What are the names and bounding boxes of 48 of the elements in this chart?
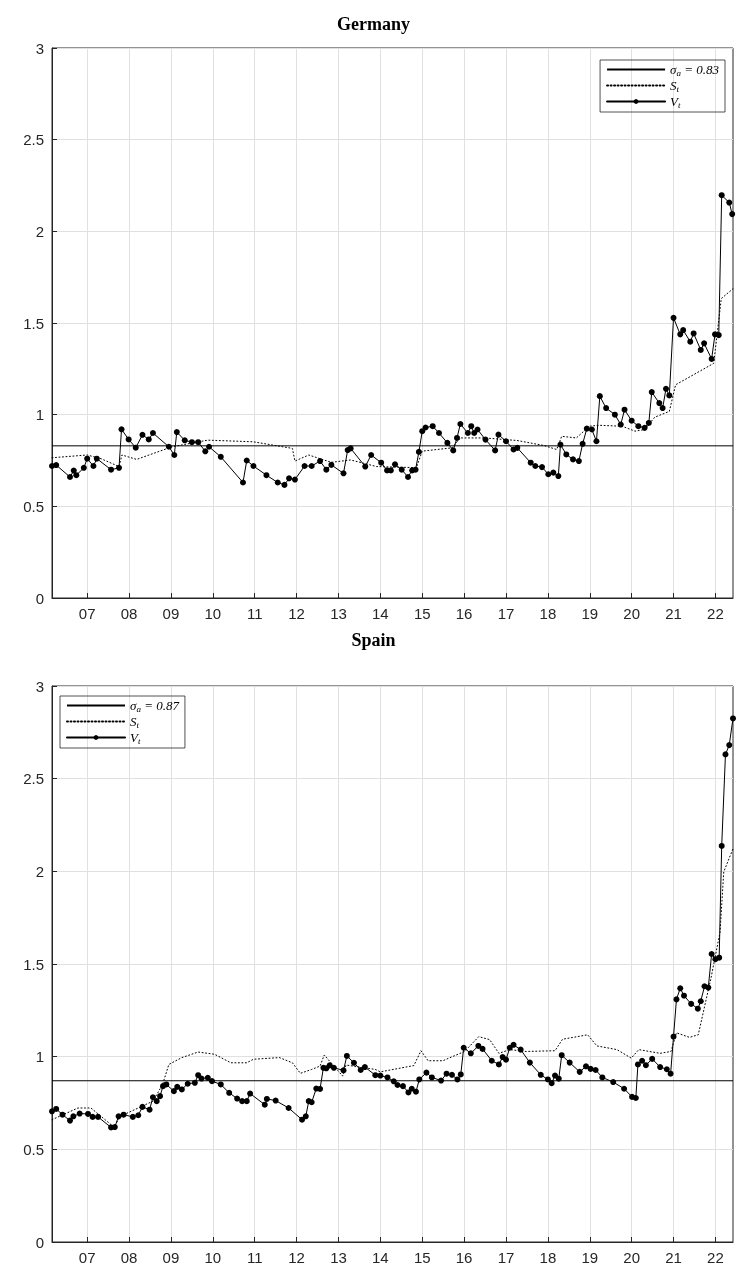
x-tick-label: 22 [707, 605, 724, 622]
x-tick-label: 09 [162, 1249, 180, 1266]
x-tick-label: 15 [413, 1249, 431, 1266]
x-tick-label: 16 [455, 605, 473, 622]
x-tick-label: 22 [707, 1249, 724, 1266]
x-tick-label: 10 [204, 605, 222, 622]
y-tick-label: 3 [35, 39, 44, 57]
x-tick-label: 12 [288, 1249, 305, 1266]
x-tick-label: 13 [330, 605, 347, 622]
x-tick-label: 14 [372, 1249, 389, 1266]
x-tick-label: 19 [581, 1249, 599, 1266]
x-tick-label: 11 [246, 605, 263, 622]
x-tick-label: 20 [623, 605, 640, 622]
y-tick-label: 2 [35, 862, 44, 880]
x-tick-label: 18 [539, 605, 557, 622]
y-tick-label: 0 [35, 1233, 44, 1251]
x-tick-label: 21 [665, 605, 682, 622]
chart-title: Germany [337, 14, 410, 34]
x-tick-label: 21 [665, 1249, 682, 1266]
y-tick-label: 0.5 [23, 1140, 44, 1158]
x-tick-label: 08 [120, 1249, 138, 1266]
y-tick-label: 1.5 [23, 955, 44, 973]
x-tick-label: 07 [78, 1249, 96, 1266]
x-tick-label: 17 [497, 605, 515, 622]
y-tick-label: 1.5 [23, 314, 44, 332]
x-tick-label: 13 [330, 1249, 347, 1266]
chart-title: Spain [351, 630, 396, 650]
x-tick-label: 15 [413, 605, 431, 622]
x-tick-label: 16 [455, 1249, 473, 1266]
y-tick-label: 1 [35, 1048, 44, 1066]
x-tick-label: 10 [204, 1249, 222, 1266]
x-tick-label: 17 [497, 1249, 515, 1266]
y-tick-label: 0.5 [23, 497, 44, 515]
y-tick-label: 3 [35, 677, 44, 695]
x-tick-label: 11 [246, 1249, 263, 1266]
y-tick-label: 2.5 [23, 131, 44, 149]
x-tick-label: 12 [288, 605, 305, 622]
x-tick-label: 09 [162, 605, 180, 622]
y-tick-label: 1 [35, 406, 44, 424]
y-tick-label: 0 [35, 589, 44, 607]
x-tick-label: 14 [372, 605, 389, 622]
x-tick-label: 20 [623, 1249, 640, 1266]
y-tick-label: 2.5 [23, 770, 44, 788]
x-tick-label: 19 [581, 605, 599, 622]
y-tick-label: 2 [35, 222, 44, 240]
x-tick-label: 18 [539, 1249, 557, 1266]
x-tick-label: 07 [78, 605, 96, 622]
x-tick-label: 08 [120, 605, 138, 622]
